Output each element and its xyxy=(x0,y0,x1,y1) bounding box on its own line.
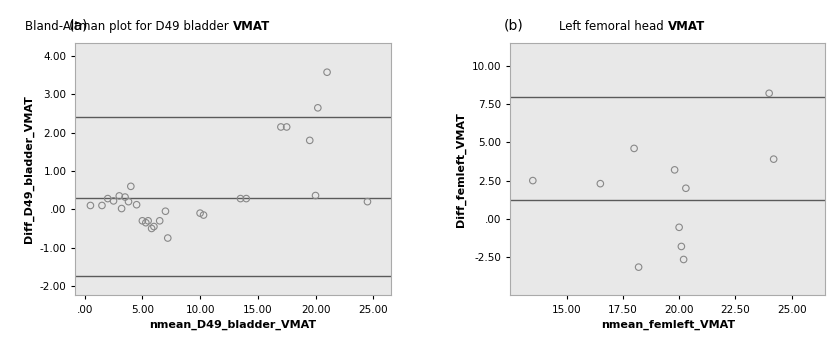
Point xyxy=(311,105,324,111)
Point xyxy=(668,167,681,173)
Text: Bland-Altman plot for D49 bladder: Bland-Altman plot for D49 bladder xyxy=(25,20,233,33)
Point xyxy=(153,218,167,224)
Point xyxy=(632,264,645,270)
Point xyxy=(677,257,691,262)
Point xyxy=(628,146,641,151)
Point xyxy=(767,156,780,162)
Point xyxy=(194,210,207,216)
Point xyxy=(147,224,161,229)
Point xyxy=(130,202,143,208)
Point xyxy=(118,194,132,200)
Point xyxy=(139,220,153,226)
Point xyxy=(158,208,172,214)
Point xyxy=(274,124,287,130)
Text: (b): (b) xyxy=(504,19,524,33)
Point xyxy=(361,199,375,204)
Point xyxy=(763,90,776,96)
Point xyxy=(115,206,128,211)
Point xyxy=(280,124,293,130)
Point xyxy=(309,193,323,198)
Text: (a): (a) xyxy=(69,19,89,33)
Point xyxy=(112,193,126,199)
Text: Left femoral head: Left femoral head xyxy=(559,20,668,33)
Point xyxy=(303,137,317,143)
Y-axis label: Diff_femleft_VMAT: Diff_femleft_VMAT xyxy=(456,112,466,226)
Point xyxy=(679,185,692,191)
Point xyxy=(106,198,120,204)
Point xyxy=(136,218,149,224)
Point xyxy=(526,178,540,183)
Point xyxy=(197,212,210,218)
Point xyxy=(142,218,155,224)
X-axis label: nmean_D49_bladder_VMAT: nmean_D49_bladder_VMAT xyxy=(149,320,317,330)
Point xyxy=(145,226,158,231)
Point xyxy=(161,235,174,241)
Text: VMAT: VMAT xyxy=(233,20,270,33)
X-axis label: nmean_femleft_VMAT: nmean_femleft_VMAT xyxy=(601,320,735,330)
Point xyxy=(675,244,688,249)
Point xyxy=(122,199,135,204)
Point xyxy=(84,203,97,208)
Text: VMAT: VMAT xyxy=(668,20,705,33)
Point xyxy=(101,196,115,201)
Point xyxy=(320,69,334,75)
Point xyxy=(672,225,685,230)
Y-axis label: Diff_D49_bladder_VMAT: Diff_D49_bladder_VMAT xyxy=(23,95,34,243)
Point xyxy=(96,203,109,208)
Point xyxy=(240,196,253,201)
Point xyxy=(593,181,607,187)
Point xyxy=(234,196,247,201)
Point xyxy=(124,183,137,189)
